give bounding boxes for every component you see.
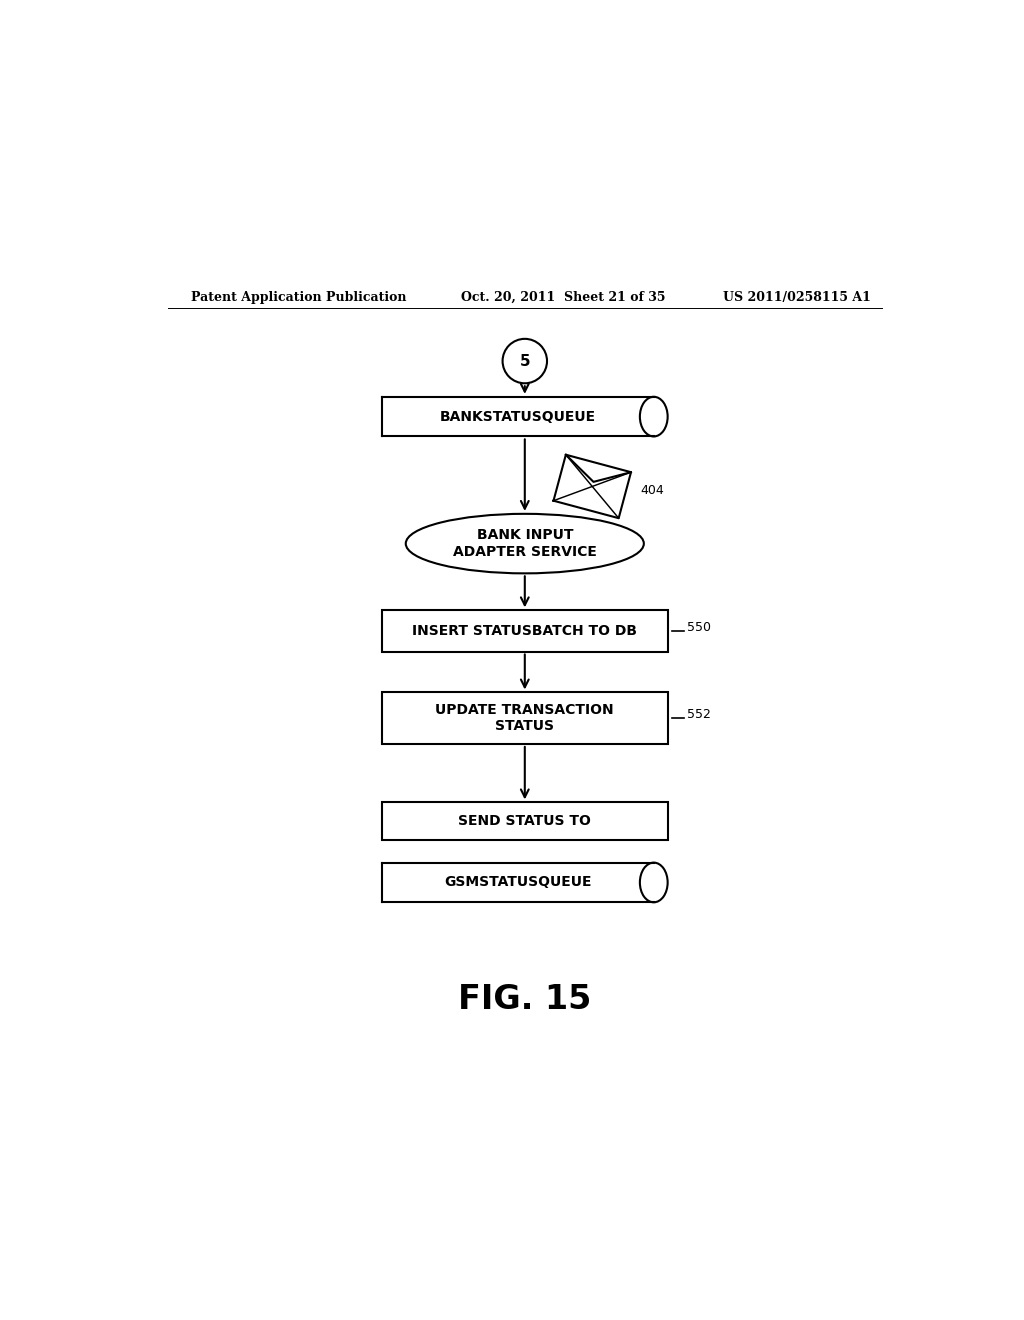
Polygon shape — [554, 454, 631, 519]
Text: UPDATE TRANSACTION: UPDATE TRANSACTION — [435, 704, 614, 717]
Ellipse shape — [640, 397, 668, 437]
Bar — [382, 610, 668, 652]
Bar — [382, 803, 668, 841]
Text: Patent Application Publication: Patent Application Publication — [191, 292, 407, 304]
Ellipse shape — [640, 862, 668, 903]
Text: Oct. 20, 2011  Sheet 21 of 35: Oct. 20, 2011 Sheet 21 of 35 — [461, 292, 666, 304]
Text: 552: 552 — [687, 709, 712, 721]
Text: ADAPTER SERVICE: ADAPTER SERVICE — [453, 545, 597, 558]
Text: US 2011/0258115 A1: US 2011/0258115 A1 — [723, 292, 871, 304]
Text: 5: 5 — [519, 354, 530, 368]
Bar — [382, 397, 668, 437]
Bar — [382, 693, 668, 744]
Text: 550: 550 — [687, 620, 712, 634]
Text: FIG. 15: FIG. 15 — [458, 983, 592, 1016]
Text: 404: 404 — [640, 484, 664, 498]
Text: BANKSTATUSQUEUE: BANKSTATUSQUEUE — [439, 409, 596, 424]
Text: BANK INPUT: BANK INPUT — [476, 528, 573, 543]
Text: STATUS: STATUS — [496, 719, 554, 734]
Ellipse shape — [406, 513, 644, 573]
Bar — [382, 862, 668, 903]
Text: GSMSTATUSQUEUE: GSMSTATUSQUEUE — [444, 875, 592, 890]
Text: SEND STATUS TO: SEND STATUS TO — [459, 814, 591, 829]
Text: INSERT STATUSBATCH TO DB: INSERT STATUSBATCH TO DB — [413, 624, 637, 638]
